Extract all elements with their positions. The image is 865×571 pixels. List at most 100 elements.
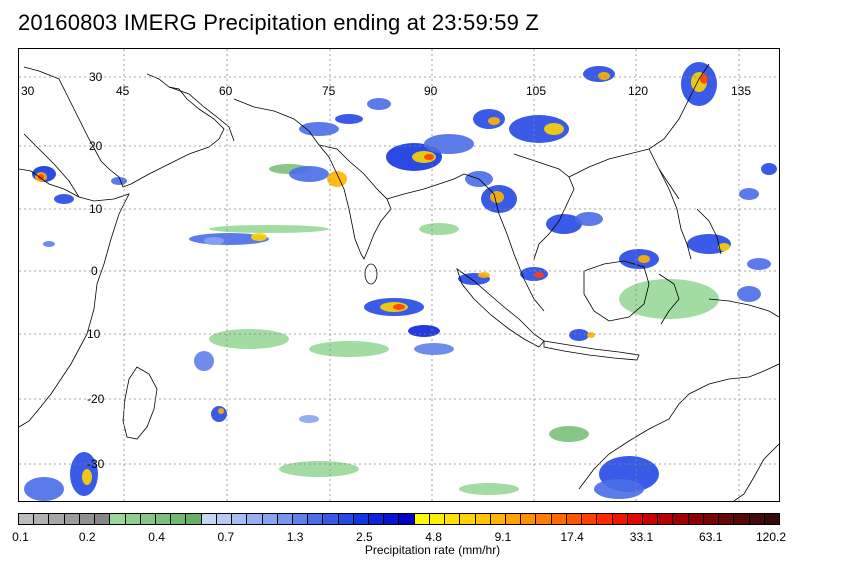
precipitation-cell <box>424 134 474 154</box>
colorbar-swatch <box>658 514 674 524</box>
colorbar-swatch <box>125 514 141 524</box>
colorbar-swatch <box>445 514 461 524</box>
precipitation-colorbar <box>18 513 780 525</box>
lat-lon-grid <box>19 49 779 501</box>
colorbar-tick-label: 9.1 <box>494 530 512 544</box>
colorbar-swatch <box>323 514 339 524</box>
precipitation-cell <box>459 483 519 495</box>
longitude-label: 75 <box>322 84 336 98</box>
precipitation-cell <box>38 174 44 180</box>
precipitation-cell <box>82 469 92 485</box>
colorbar-swatch <box>64 514 80 524</box>
precipitation-cell <box>700 74 708 84</box>
latitude-label: -20 <box>87 392 105 406</box>
colorbar-swatch <box>536 514 552 524</box>
colorbar-swatch <box>140 514 156 524</box>
colorbar-swatch <box>186 514 202 524</box>
latitude-label: 0 <box>91 264 98 278</box>
colorbar-swatch <box>551 514 567 524</box>
colorbar-swatch <box>566 514 583 524</box>
longitude-label: 105 <box>526 84 546 98</box>
precipitation-cell <box>209 225 329 233</box>
colorbar-swatch <box>216 514 233 524</box>
precipitation-cell <box>761 163 777 175</box>
colorbar-swatch <box>597 514 613 524</box>
colorbar-swatch <box>627 514 643 524</box>
latitude-label: 10 <box>87 327 101 341</box>
precipitation-cell <box>414 343 454 355</box>
colorbar-swatch <box>201 514 217 524</box>
precipitation-cell <box>204 237 224 245</box>
precipitation-cell <box>327 171 347 187</box>
map-canvas: 30 45 60 75 90 105 120 135 30 20 10 0 10 -20 -30 <box>19 49 779 501</box>
colorbar-tick-label: 0.4 <box>148 530 165 544</box>
colorbar-label: Precipitation rate (mm/hr) <box>364 543 501 557</box>
latitude-label: 30 <box>89 70 103 84</box>
precipitation-cell <box>299 415 319 423</box>
colorbar-swatch <box>308 514 324 524</box>
precipitation-cell <box>218 408 224 414</box>
grid-labels: 30 45 60 75 90 105 120 135 30 20 10 0 10 -20 -30 <box>21 70 751 471</box>
colorbar-swatch <box>110 514 126 524</box>
colorbar-swatch <box>369 514 385 524</box>
precipitation-cell <box>251 233 267 241</box>
colorbar-swatch <box>79 514 96 524</box>
longitude-label: 30 <box>21 84 35 98</box>
colorbar-swatch <box>582 514 598 524</box>
colorbar-swatch <box>703 514 720 524</box>
colorbar-tick-label: 0.2 <box>78 530 96 544</box>
precipitation-cell <box>490 191 504 203</box>
colorbar-tick-label: 63.1 <box>699 530 723 544</box>
coastlines <box>19 63 779 501</box>
precipitation-cell <box>747 258 771 270</box>
precipitation-cell <box>737 286 761 302</box>
colorbar-swatch <box>734 514 750 524</box>
precipitation-cell <box>309 341 389 357</box>
colorbar-swatch <box>460 514 476 524</box>
colorbar-swatch <box>719 514 735 524</box>
colorbar-swatch <box>19 514 35 524</box>
colorbar-swatch <box>277 514 293 524</box>
colorbar-swatch <box>384 514 400 524</box>
colorbar-swatch <box>673 514 689 524</box>
longitude-label: 45 <box>116 84 130 98</box>
colorbar-tick-label: 2.5 <box>356 530 373 544</box>
colorbar-swatch <box>171 514 187 524</box>
latitude-label: 20 <box>89 139 103 153</box>
precipitation-cell <box>194 351 214 371</box>
colorbar-tick-label: 17.4 <box>560 530 584 544</box>
longitude-label: 135 <box>731 84 751 98</box>
precipitation-cell <box>279 461 359 477</box>
colorbar-swatch <box>475 514 491 524</box>
colorbar-swatch <box>49 514 65 524</box>
colorbar-tick-label: 33.1 <box>629 530 654 544</box>
precipitation-cell <box>54 194 74 204</box>
colorbar-swatch <box>95 514 111 524</box>
longitude-label: 90 <box>424 84 438 98</box>
colorbar-swatch <box>247 514 263 524</box>
precipitation-cell <box>299 122 339 136</box>
colorbar-swatch <box>490 514 506 524</box>
precipitation-cell <box>335 114 363 124</box>
map-title: 20160803 IMERG Precipitation ending at 2… <box>18 10 540 35</box>
colorbar-tick-label: 1.3 <box>286 530 304 544</box>
precipitation-cell <box>111 177 127 185</box>
precipitation-cell <box>575 212 603 226</box>
precipitation-cell <box>718 243 730 251</box>
colorbar-swatch <box>612 514 628 524</box>
precipitation-cell <box>43 241 55 247</box>
precipitation-cell <box>739 188 759 200</box>
colorbar-swatch <box>399 514 415 524</box>
colorbar-tick-label: 4.8 <box>425 530 442 544</box>
precipitation-cell <box>393 304 405 310</box>
colorbar-ticks: 0.1 0.2 0.4 0.7 1.3 2.5 4.8 9.1 17.4 33.1 63.1 120.… <box>12 530 786 546</box>
colorbar-swatch <box>688 514 704 524</box>
colorbar-swatch <box>262 514 278 524</box>
colorbar-swatch <box>34 514 50 524</box>
colorbar-swatch <box>521 514 537 524</box>
precipitation-cell <box>209 329 289 349</box>
precipitation-cell <box>598 72 610 80</box>
colorbar-tick-label: 0.7 <box>217 530 235 544</box>
precipitation-map: 30 45 60 75 90 105 120 135 30 20 10 0 10 -20 -30 <box>18 48 780 502</box>
precipitation-cell <box>419 223 459 235</box>
